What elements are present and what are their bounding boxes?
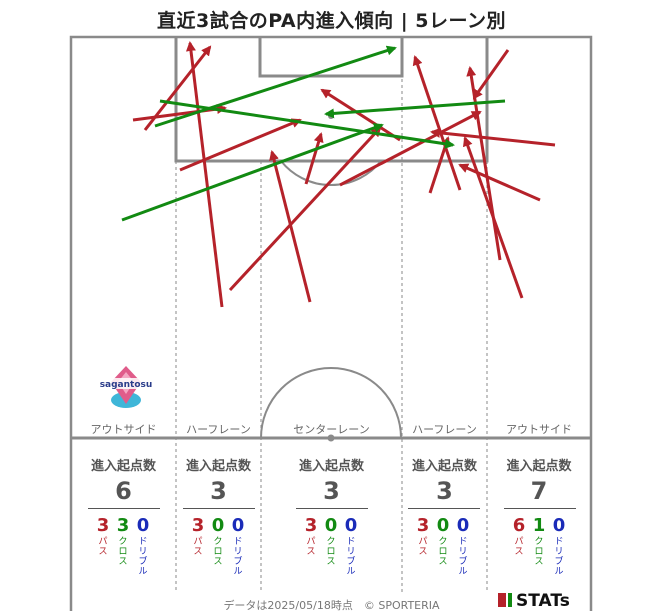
pass-arrow	[320, 88, 401, 142]
stat-head: 進入起点数	[411, 459, 477, 474]
penalty-arc	[280, 160, 382, 187]
pass-count: 3 パス	[416, 515, 430, 558]
dribble-count: 0 ドリブル	[231, 515, 245, 578]
cross-count: 0 クロス	[211, 515, 225, 568]
stat-total: 3	[210, 477, 227, 505]
brand-mark-icon	[508, 593, 512, 607]
cross-arrow	[121, 123, 384, 222]
cross-count: 0 クロス	[436, 515, 450, 568]
pass-arrow	[132, 104, 227, 122]
pass-arrow	[458, 163, 541, 202]
pass-arrow	[143, 45, 212, 131]
pass-count: 6 パス	[512, 515, 526, 558]
lane-label-halfspace-right: ハーフレーン	[412, 423, 477, 436]
pass-arrow	[269, 150, 312, 303]
dribble-count: 0 ドリブル	[136, 515, 150, 578]
stat-divider	[504, 508, 576, 509]
team-logo-text: sagantosu	[100, 380, 153, 390]
lane-label-outside-left: アウトサイド	[90, 423, 157, 436]
stat-head: 進入起点数	[298, 459, 364, 474]
stat-head: 進入起点数	[90, 459, 156, 474]
cross-arrow	[324, 99, 506, 119]
pass-count: 3 パス	[304, 515, 318, 558]
center-circle	[260, 367, 402, 439]
cross-count: 3 クロス	[116, 515, 130, 568]
pass-arrow	[462, 136, 524, 299]
cross-arrow	[159, 99, 455, 149]
cross-count: 1 クロス	[532, 515, 546, 568]
stat-divider	[183, 508, 255, 509]
brand-logo: STATs	[498, 591, 570, 611]
pass-arrow	[185, 41, 224, 308]
pass-arrow	[472, 49, 510, 100]
pass-arrow	[228, 126, 382, 292]
dribble-count: 0 ドリブル	[456, 515, 470, 578]
stat-divider	[88, 508, 160, 509]
lane-label-center: センターレーン	[293, 423, 370, 436]
stat-head: 進入起点数	[506, 459, 572, 474]
stat-divider	[408, 508, 480, 509]
pass-arrow	[179, 118, 302, 172]
stat-total: 3	[323, 477, 340, 505]
footer-note: データは2025/05/18時点 © SPORTERIA	[223, 599, 440, 612]
dribble-count: 0 ドリブル	[552, 515, 566, 578]
cross-arrow	[154, 45, 397, 128]
pass-count: 3 パス	[96, 515, 110, 558]
penalty-area	[174, 37, 489, 163]
stat-total: 3	[436, 477, 453, 505]
pass-arrow	[466, 66, 502, 261]
stat-total: 7	[530, 477, 548, 505]
pass-arrow	[430, 127, 556, 147]
team-logo-icon: sagantosu	[98, 366, 154, 408]
pass-count: 3 パス	[191, 515, 205, 558]
page-title: 直近3試合のPA内進入傾向 | 5レーン別	[156, 10, 507, 32]
cross-count: 0 クロス	[324, 515, 338, 568]
pass-arrow	[339, 110, 482, 187]
stat-total: 6	[115, 477, 132, 505]
center-spot	[327, 434, 335, 442]
stat-divider	[296, 508, 368, 509]
pass-arrow	[304, 132, 324, 185]
pitch-outline	[69, 35, 593, 611]
dribble-count: 0 ドリブル	[344, 515, 358, 578]
brand-mark-icon	[498, 593, 506, 607]
pass-arrow	[412, 55, 462, 191]
lane-label-outside-right: アウトサイド	[506, 423, 572, 436]
stat-head: 進入起点数	[185, 459, 251, 474]
pass-arrow	[428, 136, 451, 194]
lane-label-halfspace-left: ハーフレーン	[186, 423, 251, 436]
